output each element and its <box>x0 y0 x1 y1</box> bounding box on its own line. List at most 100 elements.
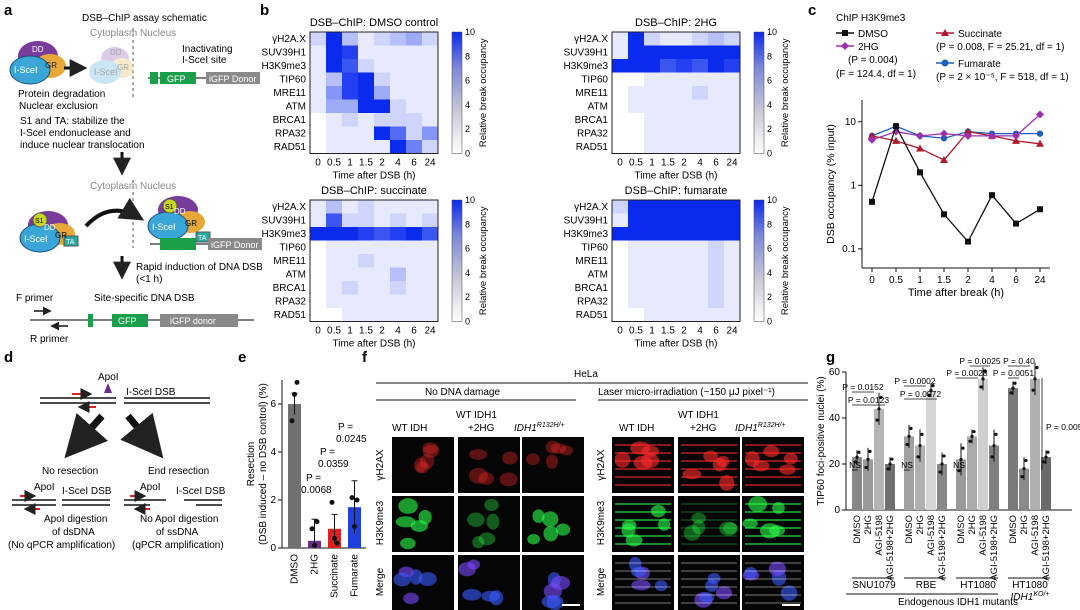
colorbar-tick: 8 <box>465 51 470 61</box>
cell-nucleus <box>650 504 666 518</box>
heatmap-cell <box>708 99 724 113</box>
bar <box>956 459 966 510</box>
heatmap-cell <box>422 294 438 308</box>
cell-nucleus <box>416 461 430 474</box>
heatmap-cell <box>326 140 342 154</box>
heatmap-cell <box>342 140 358 154</box>
heatmap-frame <box>611 199 741 322</box>
heatmap-col-label: 6 <box>713 326 719 337</box>
heatmap-cell <box>724 200 740 214</box>
data-point <box>916 131 924 140</box>
heatmap-cell <box>628 200 644 214</box>
heatmap-cell <box>660 267 676 281</box>
heatmap-cell <box>708 281 724 295</box>
cell-nucleus <box>631 579 651 591</box>
heatmap-cell <box>708 227 724 241</box>
data-point <box>972 429 976 434</box>
heatmap-cell <box>374 240 390 254</box>
bar <box>852 457 862 510</box>
cell-nucleus <box>760 523 780 539</box>
col-mutant: IDH1R132H/+ <box>514 422 565 434</box>
cell-nucleus <box>393 572 411 587</box>
heatmap-cell <box>628 32 644 46</box>
data-point <box>968 439 972 443</box>
cell-nucleus <box>398 498 418 514</box>
branch-arrow-left <box>64 412 109 459</box>
heatmap-cell <box>342 99 358 113</box>
row-label-h3k9me3: H3K9me3 <box>375 500 386 545</box>
cell-nucleus <box>481 590 501 602</box>
iscel-dsb-label-top: I-SceI DSB <box>126 387 176 398</box>
colorbar-tick: 10 <box>767 195 777 205</box>
legend-marker-succinate <box>941 29 949 36</box>
heatmap-cell <box>660 281 676 295</box>
heatmap-cell <box>660 140 676 154</box>
heatmap-cell <box>422 140 438 154</box>
heatmap-cell <box>310 200 326 214</box>
legend-fumarate: Fumarate <box>958 59 1001 70</box>
heatmap-row-label: RAD51 <box>274 310 307 321</box>
gr-label-3: GR <box>185 219 197 228</box>
data-point <box>965 238 971 245</box>
heatmap-cell <box>310 267 326 281</box>
heatmap-col-label: 1.5 <box>661 326 675 337</box>
heatmap-row-label: TIP60 <box>581 243 608 254</box>
heatmap-cell <box>724 308 740 322</box>
data-point <box>866 457 870 461</box>
cell-nucleus <box>462 588 482 601</box>
heatmap-cell <box>390 59 406 73</box>
heatmap-cell <box>612 267 628 281</box>
heatmap-cell <box>612 281 628 295</box>
data-point <box>1022 467 1026 471</box>
col-wt-idh: WT IDH <box>392 423 427 434</box>
iscel-label-2: I-SceI <box>24 234 48 244</box>
panel-b-heatmaps: DSB–ChIP: DMSO control γH2A.X SUV39H1 H3K9m… <box>262 17 791 350</box>
x-tick-label: 4 <box>989 275 995 286</box>
heatmap-cell <box>612 45 628 59</box>
heatmap-cell <box>342 200 358 214</box>
data-point <box>853 460 857 464</box>
heatmap-cell <box>406 254 422 268</box>
series-line <box>871 130 1041 161</box>
panel-f-labels: HeLa No DNA damage Laser micro-irradiati… <box>375 369 808 596</box>
heatmap-row-label: H3K9me3 <box>564 61 609 72</box>
heatmap-cell <box>692 254 708 268</box>
data-point <box>890 457 894 461</box>
x-tick-label: DMSO <box>956 515 967 544</box>
heatmap-cell <box>660 200 676 214</box>
colorbar-label: Relative break occupancy <box>478 206 489 315</box>
heatmap-cell <box>374 45 390 59</box>
bar <box>904 436 914 510</box>
heatmap-frame <box>309 199 439 322</box>
colorbar-tick: 10 <box>465 27 475 37</box>
heatmap-col-label: 24 <box>726 326 738 337</box>
heatmap-row-label: RAD51 <box>576 142 609 153</box>
heatmap-cell <box>390 213 406 227</box>
data-point <box>892 136 900 144</box>
cell-nucleus <box>772 502 785 514</box>
heatmap-cell <box>676 126 692 140</box>
heatmap-cell <box>310 113 326 127</box>
heatmap-cell <box>326 213 342 227</box>
reporter-construct-1: GFP iGFP Donor <box>148 72 260 84</box>
x-tick-label: 2HG <box>967 515 978 535</box>
heatmap-cell <box>724 294 740 308</box>
heatmap-col-label: 2 <box>379 158 385 169</box>
heatmap-cell <box>628 59 644 73</box>
right-outcome-2: of ssDNA <box>156 527 199 538</box>
heatmap-cell <box>724 126 740 140</box>
heatmap-cell <box>310 126 326 140</box>
iscel-dsb-label-right: I-SceI DSB <box>176 486 226 497</box>
cell-nucleus <box>403 592 419 605</box>
heatmap-cell <box>342 86 358 100</box>
bar <box>874 408 884 510</box>
x-tick-label: Succinate <box>330 554 341 598</box>
heatmap-row-label: BRCA1 <box>575 283 609 294</box>
heatmap-cell <box>406 294 422 308</box>
heatmap-cell <box>406 200 422 214</box>
heatmap-cell <box>422 254 438 268</box>
heatmap-cell <box>406 99 422 113</box>
cell-nucleus <box>559 445 574 456</box>
heatmap-col-label: 0.5 <box>629 326 643 337</box>
heatmap-cell <box>374 281 390 295</box>
